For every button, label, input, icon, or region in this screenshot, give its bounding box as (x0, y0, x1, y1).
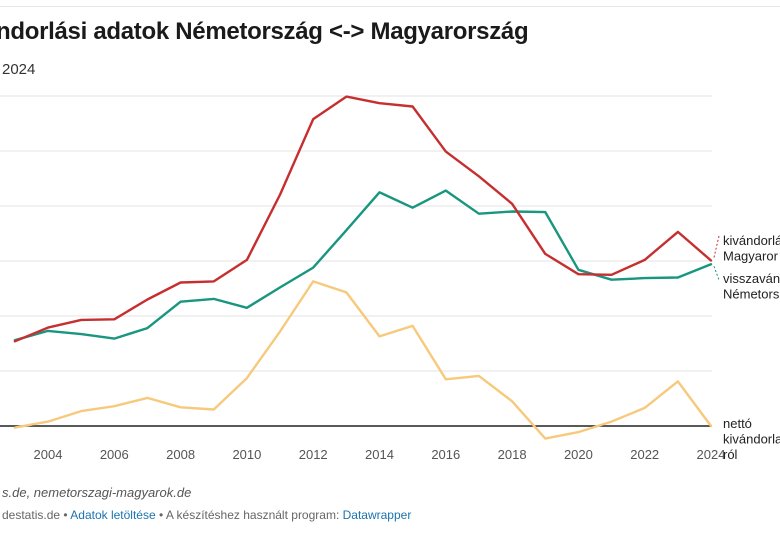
source-prefix: destatis.de (2, 508, 61, 522)
series-label-net: ról (723, 447, 738, 462)
series-label-emigration: Magyaror (723, 249, 779, 264)
series-label-return: Németors (723, 287, 780, 302)
x-tick-label: 2024 (697, 447, 726, 462)
x-tick-label: 2022 (630, 447, 659, 462)
chart-subtitle: 2024 (2, 61, 36, 78)
series-label-net: kivándorla (723, 432, 780, 447)
x-tick-label: 2012 (299, 447, 328, 462)
top-divider (0, 6, 780, 7)
datawrapper-link[interactable]: Datawrapper (342, 508, 412, 522)
series-label-net: nettó (723, 416, 752, 431)
x-tick-label: 2016 (431, 447, 460, 462)
label-connector (713, 235, 720, 258)
chart-title: ndorlási adatok Németország <-> Magyaror… (0, 18, 529, 45)
footer-source: s.de, nemetorszagi-magyarok.de (2, 485, 191, 500)
x-tick-label: 2020 (564, 447, 593, 462)
series-line (13, 189, 713, 342)
series-line (13, 280, 713, 440)
line-chart: 2004 2006 2008 2010 2012 2014 2016 2018 2020 2022… (0, 95, 780, 462)
footer-links: destatis.de • Adatok letöltése • A készí… (2, 508, 411, 522)
x-tick-label: 2018 (498, 447, 527, 462)
x-tick-label: 2010 (232, 447, 261, 462)
label-connector (713, 266, 720, 281)
x-tick-label: 2008 (166, 447, 195, 462)
source-text: s.de, nemetorszagi-magyarok.de (2, 485, 192, 500)
footer-separator: • (60, 508, 71, 522)
series-label-emigration: kivándorlá (723, 233, 780, 248)
series-label-return: visszavánc (723, 271, 780, 286)
x-tick-label: 2014 (365, 447, 394, 462)
x-tick-label: 2004 (34, 447, 63, 462)
footer-separator: • A készítéshez használt program: (155, 508, 343, 522)
series-line (13, 95, 713, 343)
x-tick-label: 2006 (100, 447, 129, 462)
download-data-link[interactable]: Adatok letöltése (70, 508, 156, 522)
